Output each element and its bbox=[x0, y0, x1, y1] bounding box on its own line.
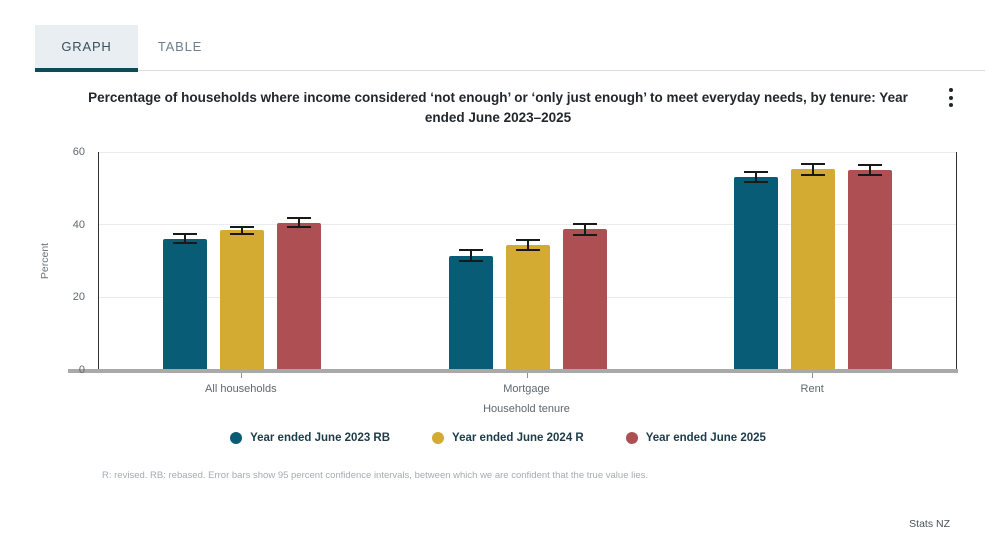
error-bar-cap bbox=[744, 180, 769, 183]
x-axis-label: Household tenure bbox=[483, 403, 570, 415]
y-tick-label: 60 bbox=[72, 146, 85, 158]
error-bar-cap bbox=[801, 173, 826, 176]
legend-label: Year ended June 2024 R bbox=[452, 432, 584, 444]
footnote: R: revised. RB: rebased. Error bars show… bbox=[102, 470, 649, 481]
bar[interactable] bbox=[162, 238, 207, 370]
legend-label: Year ended June 2025 bbox=[645, 432, 766, 444]
x-category-label: All households bbox=[205, 383, 277, 395]
kebab-menu-icon[interactable] bbox=[944, 88, 958, 114]
error-bar-cap bbox=[858, 174, 883, 177]
x-axis-line bbox=[68, 369, 958, 373]
brand-label: Stats NZ bbox=[909, 518, 950, 530]
x-tick bbox=[240, 373, 242, 378]
bar[interactable] bbox=[505, 245, 550, 370]
active-tab-indicator bbox=[35, 68, 138, 72]
bar[interactable] bbox=[276, 222, 321, 370]
x-tick bbox=[812, 373, 814, 378]
legend-label: Year ended June 2023 RB bbox=[250, 432, 391, 444]
error-bar-cap bbox=[229, 233, 254, 236]
bar[interactable] bbox=[448, 255, 493, 370]
legend-item[interactable]: Year ended June 2023 RB bbox=[230, 432, 390, 444]
legend: Year ended June 2023 RB Year ended June 2… bbox=[0, 432, 996, 444]
error-bar bbox=[583, 223, 586, 235]
error-bar bbox=[469, 250, 472, 262]
bar[interactable] bbox=[734, 176, 779, 370]
tab-graph[interactable]: GRAPH bbox=[35, 25, 138, 68]
y-tick-label: 20 bbox=[72, 291, 85, 304]
error-bar-cap bbox=[458, 249, 483, 252]
legend-swatch bbox=[625, 432, 638, 444]
y-tick-label: 0 bbox=[78, 364, 85, 376]
error-bar bbox=[869, 165, 872, 176]
y-tick-label: 40 bbox=[72, 218, 85, 231]
error-bar-cap bbox=[458, 260, 483, 263]
error-bar bbox=[755, 171, 758, 182]
gridline bbox=[99, 151, 956, 153]
tab-table[interactable]: TABLE bbox=[157, 39, 203, 54]
bar[interactable] bbox=[791, 169, 836, 370]
y-axis-label: Percent bbox=[39, 242, 51, 280]
error-bar-cap bbox=[515, 238, 540, 241]
x-tick bbox=[526, 373, 528, 378]
error-bar bbox=[240, 226, 243, 235]
error-bar bbox=[812, 163, 815, 175]
error-bar-cap bbox=[172, 242, 197, 245]
error-bar-cap bbox=[744, 170, 769, 173]
chart-title: Percentage of households where income co… bbox=[88, 90, 908, 125]
x-category-label: Mortgage bbox=[503, 383, 550, 395]
error-bar-cap bbox=[572, 222, 597, 225]
error-bar bbox=[183, 234, 186, 244]
x-category-label: Rent bbox=[800, 383, 824, 395]
plot-area bbox=[98, 151, 957, 370]
error-bar-cap bbox=[858, 164, 883, 167]
bar[interactable] bbox=[219, 230, 264, 370]
legend-item[interactable]: Year ended June 2024 R bbox=[432, 432, 584, 444]
legend-swatch bbox=[432, 432, 445, 444]
error-bar-cap bbox=[515, 249, 540, 252]
error-bar-cap bbox=[286, 226, 311, 229]
error-bar-cap bbox=[286, 217, 311, 220]
error-bar-cap bbox=[229, 225, 254, 228]
legend-item[interactable]: Year ended June 2025 bbox=[625, 432, 766, 444]
error-bar-cap bbox=[172, 233, 197, 236]
tabs-divider bbox=[35, 70, 985, 71]
legend-swatch bbox=[230, 432, 243, 444]
bar[interactable] bbox=[848, 170, 893, 370]
error-bar bbox=[526, 239, 529, 251]
gridline bbox=[99, 224, 956, 226]
bar[interactable] bbox=[562, 229, 607, 370]
error-bar-cap bbox=[572, 233, 597, 236]
error-bar-cap bbox=[801, 162, 826, 165]
error-bar bbox=[297, 218, 300, 228]
